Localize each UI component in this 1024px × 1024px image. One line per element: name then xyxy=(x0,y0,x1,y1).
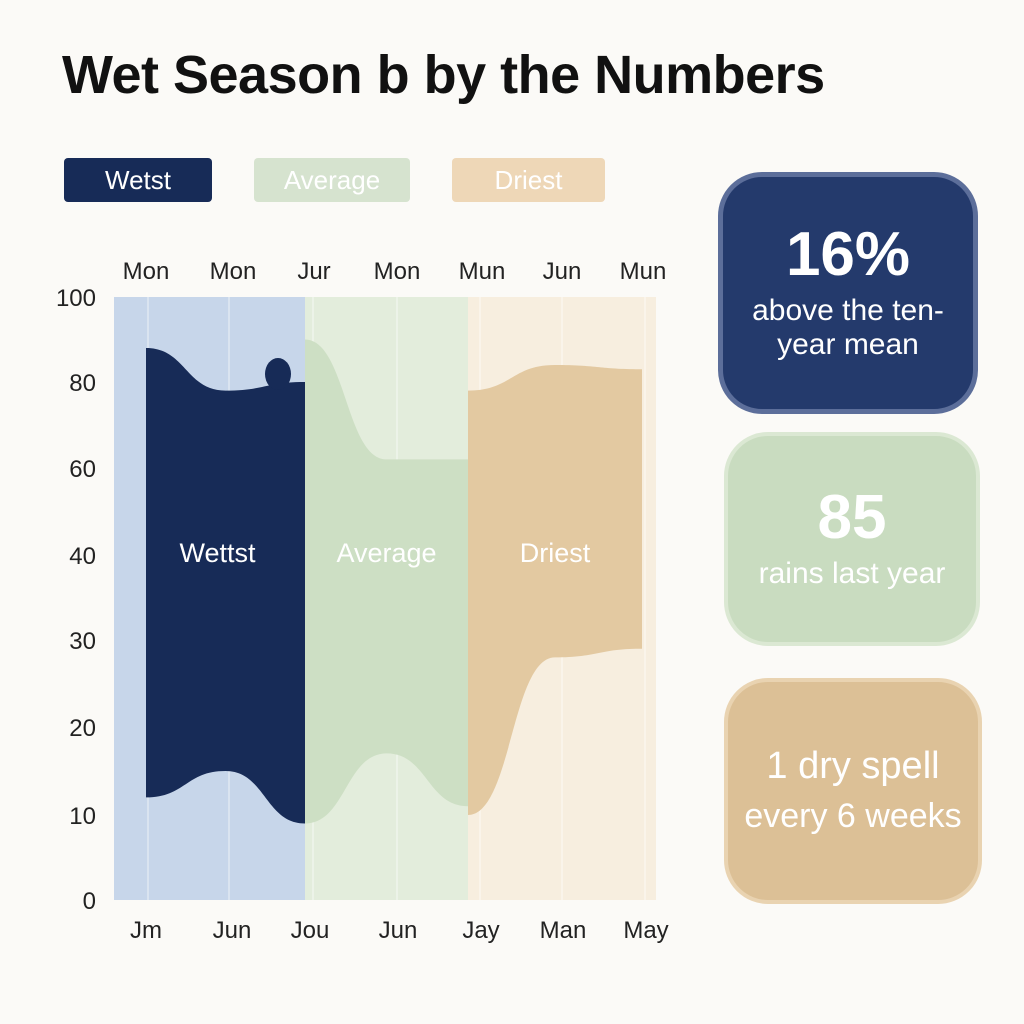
x-tick-bottom-label: Jou xyxy=(291,917,330,944)
y-tick-label: 100 xyxy=(56,285,96,312)
x-tick-bottom-label: Jun xyxy=(213,917,252,944)
y-tick-label: 40 xyxy=(69,543,96,570)
chart-title: Wet Season b by the Numbers xyxy=(62,45,825,105)
stat-value: 16% xyxy=(785,219,911,289)
y-tick-label: 20 xyxy=(69,715,96,742)
x-tick-top-label: Mun xyxy=(459,258,506,285)
band-area-wettst xyxy=(146,348,305,824)
x-tick-top-label: Mon xyxy=(374,258,421,285)
legend-average: Average xyxy=(254,158,410,202)
x-tick-bottom-label: Man xyxy=(540,917,587,944)
band-label: Wettst xyxy=(179,538,256,568)
x-tick-top-label: Mon xyxy=(210,258,257,285)
x-tick-bottom-label: Jm xyxy=(130,917,162,944)
legend-wettest: Wetst xyxy=(64,158,212,202)
y-tick-label: 80 xyxy=(69,370,96,397)
stat-value: 1 dry spell xyxy=(766,744,940,787)
legend-driest: Driest xyxy=(452,158,605,202)
x-tick-top-label: Jur xyxy=(297,258,330,285)
stat-caption: every 6 weeks xyxy=(744,797,962,836)
stat-caption: above the ten-year mean xyxy=(752,293,944,362)
x-tick-bottom-label: Jun xyxy=(379,917,418,944)
x-tick-top-label: Mun xyxy=(620,258,667,285)
stat-caption: rains last year xyxy=(758,556,946,590)
x-tick-top-label: Jun xyxy=(543,258,582,285)
stat-card-dry-spell: 1 dry spell every 6 weeks xyxy=(724,678,982,904)
x-tick-bottom-label: Jay xyxy=(462,917,499,944)
decorative-drop xyxy=(265,358,291,390)
y-tick-label: 60 xyxy=(69,456,96,483)
rainfall-chart: Wettst Average Driest 0 10 20 30 40 60 80 100 Mon Mo… xyxy=(56,258,669,944)
x-tick-top-label: Mon xyxy=(123,258,170,285)
band-area-average xyxy=(305,339,468,824)
band-area-driest xyxy=(468,365,642,815)
band-label: Average xyxy=(336,538,436,568)
band-label: Driest xyxy=(520,538,591,568)
stat-card-rains-last-year: 85 rains last year xyxy=(724,432,980,646)
y-tick-label: 10 xyxy=(69,803,96,830)
stat-card-above-mean: 16% above the ten-year mean xyxy=(718,172,978,414)
x-tick-bottom-label: May xyxy=(623,917,668,944)
stat-value: 85 xyxy=(817,482,887,552)
y-tick-label: 30 xyxy=(69,628,96,655)
y-tick-label: 0 xyxy=(83,888,96,915)
